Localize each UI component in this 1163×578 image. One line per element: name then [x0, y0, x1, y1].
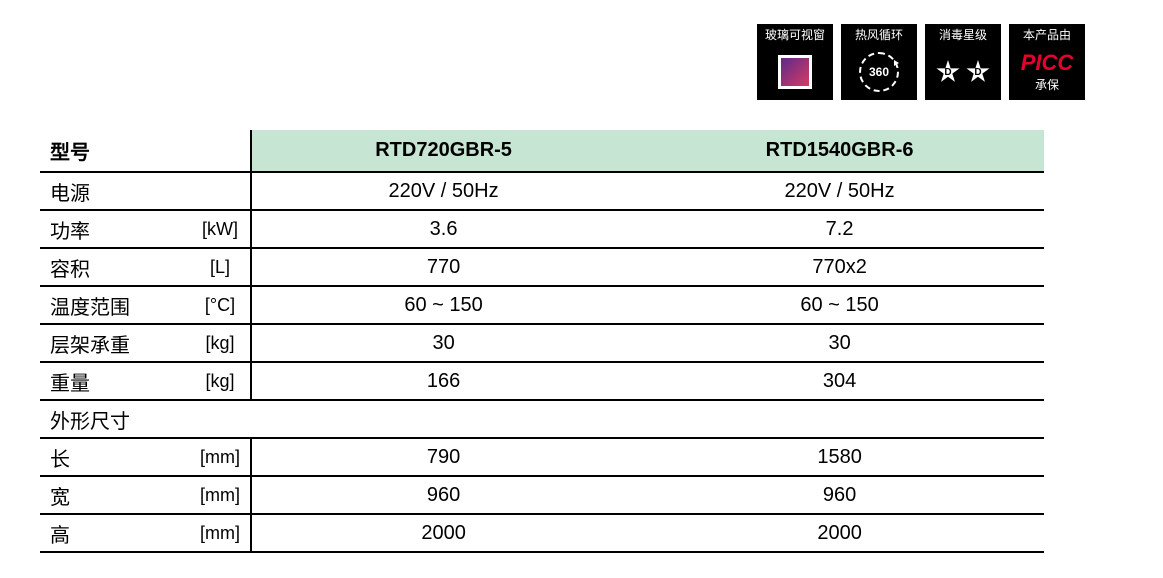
section-label: 外形尺寸: [40, 400, 1044, 438]
row-value-2: 770x2: [635, 248, 1044, 286]
row-value-2: 60 ~ 150: [635, 286, 1044, 324]
row-value-1: 770: [251, 248, 635, 286]
row-label: 高: [40, 514, 190, 552]
badge-hot-air: 热风循环 360: [841, 24, 917, 100]
row-value-2: 304: [635, 362, 1044, 400]
glass-window-icon: [778, 55, 812, 89]
table-row: 功率 [kW] 3.6 7.2: [40, 210, 1044, 248]
star-rating-icon: D D: [936, 60, 990, 84]
row-unit: [kg]: [190, 362, 251, 400]
row-value-2: 220V / 50Hz: [635, 172, 1044, 210]
table-header-row: 型号 RTD720GBR-5 RTD1540GBR-6: [40, 130, 1044, 172]
row-value-2: 1580: [635, 438, 1044, 476]
table-row: 层架承重 [kg] 30 30: [40, 324, 1044, 362]
ring-text: 360: [869, 65, 889, 79]
row-label: 长: [40, 438, 190, 476]
row-label: 温度范围: [40, 286, 190, 324]
row-unit: [kg]: [190, 324, 251, 362]
table-row: 高 [mm] 2000 2000: [40, 514, 1044, 552]
table-row: 电源 220V / 50Hz 220V / 50Hz: [40, 172, 1044, 210]
row-unit: [mm]: [190, 476, 251, 514]
row-value-2: 7.2: [635, 210, 1044, 248]
badge-title: 玻璃可视窗: [765, 28, 825, 44]
row-value-1: 2000: [251, 514, 635, 552]
row-value-1: 3.6: [251, 210, 635, 248]
row-value-1: 790: [251, 438, 635, 476]
row-unit: [°C]: [190, 286, 251, 324]
row-label: 容积: [40, 248, 190, 286]
star-icon: D: [936, 60, 960, 84]
row-unit: [L]: [190, 248, 251, 286]
spec-table: 型号 RTD720GBR-5 RTD1540GBR-6 电源 220V / 50…: [40, 130, 1044, 553]
table-row: 重量 [kg] 166 304: [40, 362, 1044, 400]
picc-sub: 承保: [1035, 76, 1059, 93]
badge-title: 消毒星级: [939, 28, 987, 44]
row-label: 功率: [40, 210, 190, 248]
circulation-360-icon: 360: [859, 52, 899, 92]
row-unit: [mm]: [190, 438, 251, 476]
feature-badges: 玻璃可视窗 热风循环 360 消毒星级 D D 本产品由 PICC 承保: [757, 24, 1085, 100]
table-row: 宽 [mm] 960 960: [40, 476, 1044, 514]
header-label: 型号: [40, 130, 190, 172]
badge-picc: 本产品由 PICC 承保: [1009, 24, 1085, 100]
row-value-2: 2000: [635, 514, 1044, 552]
row-value-1: 30: [251, 324, 635, 362]
header-unit: [190, 130, 251, 172]
table-section-row: 外形尺寸: [40, 400, 1044, 438]
row-value-1: 220V / 50Hz: [251, 172, 635, 210]
row-value-2: 960: [635, 476, 1044, 514]
star-icon: D: [966, 60, 990, 84]
badge-title: 热风循环: [855, 28, 903, 44]
table-row: 长 [mm] 790 1580: [40, 438, 1044, 476]
header-model-2: RTD1540GBR-6: [635, 130, 1044, 172]
badge-title: 本产品由: [1023, 28, 1071, 44]
row-unit: [mm]: [190, 514, 251, 552]
row-label: 层架承重: [40, 324, 190, 362]
row-value-1: 60 ~ 150: [251, 286, 635, 324]
badge-glass-window: 玻璃可视窗: [757, 24, 833, 100]
table-row: 容积 [L] 770 770x2: [40, 248, 1044, 286]
picc-logo: PICC: [1021, 52, 1074, 74]
row-value-1: 960: [251, 476, 635, 514]
row-label: 重量: [40, 362, 190, 400]
row-value-1: 166: [251, 362, 635, 400]
row-unit: [kW]: [190, 210, 251, 248]
badge-sterilization: 消毒星级 D D: [925, 24, 1001, 100]
row-label: 宽: [40, 476, 190, 514]
row-value-2: 30: [635, 324, 1044, 362]
row-unit: [190, 172, 251, 210]
header-model-1: RTD720GBR-5: [251, 130, 635, 172]
row-label: 电源: [40, 172, 190, 210]
table-row: 温度范围 [°C] 60 ~ 150 60 ~ 150: [40, 286, 1044, 324]
